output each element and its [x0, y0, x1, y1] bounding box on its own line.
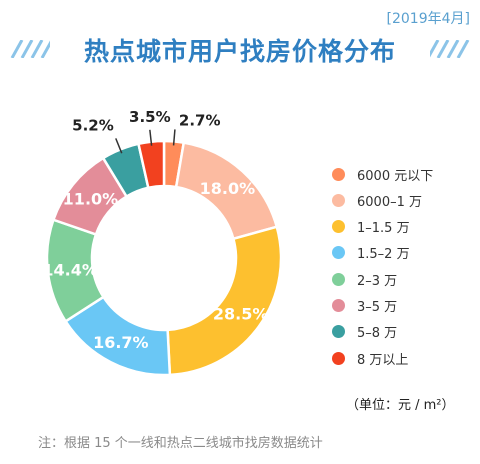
leader-line-7	[115, 138, 123, 154]
decorative-stripes-left	[10, 40, 50, 58]
legend-label: 8 万以上	[357, 352, 409, 368]
legend-item-4: 1.5–2 万	[332, 243, 472, 263]
legend-swatch	[332, 193, 345, 207]
slice-label-3: 28.5%	[213, 304, 269, 323]
title-row: 热点城市用户找房价格分布	[0, 32, 480, 66]
legend-swatch	[332, 246, 345, 260]
legend-item-6: 3–5 万	[332, 295, 472, 315]
legend-label: 1.5–2 万	[357, 247, 410, 263]
slice-label-7: 5.2%	[72, 116, 114, 134]
legend-item-3: 1–1.5 万	[332, 217, 472, 237]
slice-label-4: 16.7%	[93, 333, 149, 352]
slice-label-1: 2.7%	[179, 111, 221, 129]
legend-swatch	[332, 298, 345, 312]
legend-item-5: 2–3 万	[332, 269, 472, 289]
legend-label: 6000–1 万	[357, 194, 422, 210]
donut-slice-8	[136, 139, 166, 190]
legend-swatch	[332, 272, 345, 286]
legend-label: 6000 元以下	[357, 168, 434, 184]
legend-label: 5–8 万	[357, 326, 398, 342]
leader-line-8	[149, 129, 153, 146]
slice-label-2: 18.0%	[200, 179, 256, 198]
slice-label-8: 3.5%	[129, 108, 171, 126]
legend-label: 2–3 万	[357, 273, 398, 289]
legend-swatch	[332, 325, 345, 339]
legend-swatch	[332, 220, 345, 234]
date-tag: [2019年4月]	[386, 11, 470, 27]
slice-label-6: 11.0%	[63, 190, 119, 209]
slice-label-5: 14.4%	[42, 260, 98, 279]
decorative-stripes-right	[430, 40, 470, 58]
legend-item-8: 8 万以上	[332, 348, 472, 368]
legend-label: 3–5 万	[357, 299, 398, 315]
chart-title: 热点城市用户找房价格分布	[83, 37, 396, 66]
legend-swatch	[332, 351, 345, 365]
legend-item-1: 6000 元以下	[332, 164, 472, 184]
footnote: 注：根据 15 个一线和热点二线城市找房数据统计	[38, 436, 323, 451]
legend-item-7: 5–8 万	[332, 322, 472, 342]
legend-swatch	[332, 167, 345, 181]
legend-item-2: 6000–1 万	[332, 190, 472, 210]
leader-line-1	[172, 129, 176, 146]
legend: 6000 元以下 6000–1 万 1–1.5 万 1.5–2 万 2–3 万 3–5 万…	[332, 164, 472, 374]
legend-label: 1–1.5 万	[357, 221, 410, 237]
unit-label: （单位：元 / m²）	[346, 398, 455, 413]
donut-slice-3	[166, 225, 283, 377]
